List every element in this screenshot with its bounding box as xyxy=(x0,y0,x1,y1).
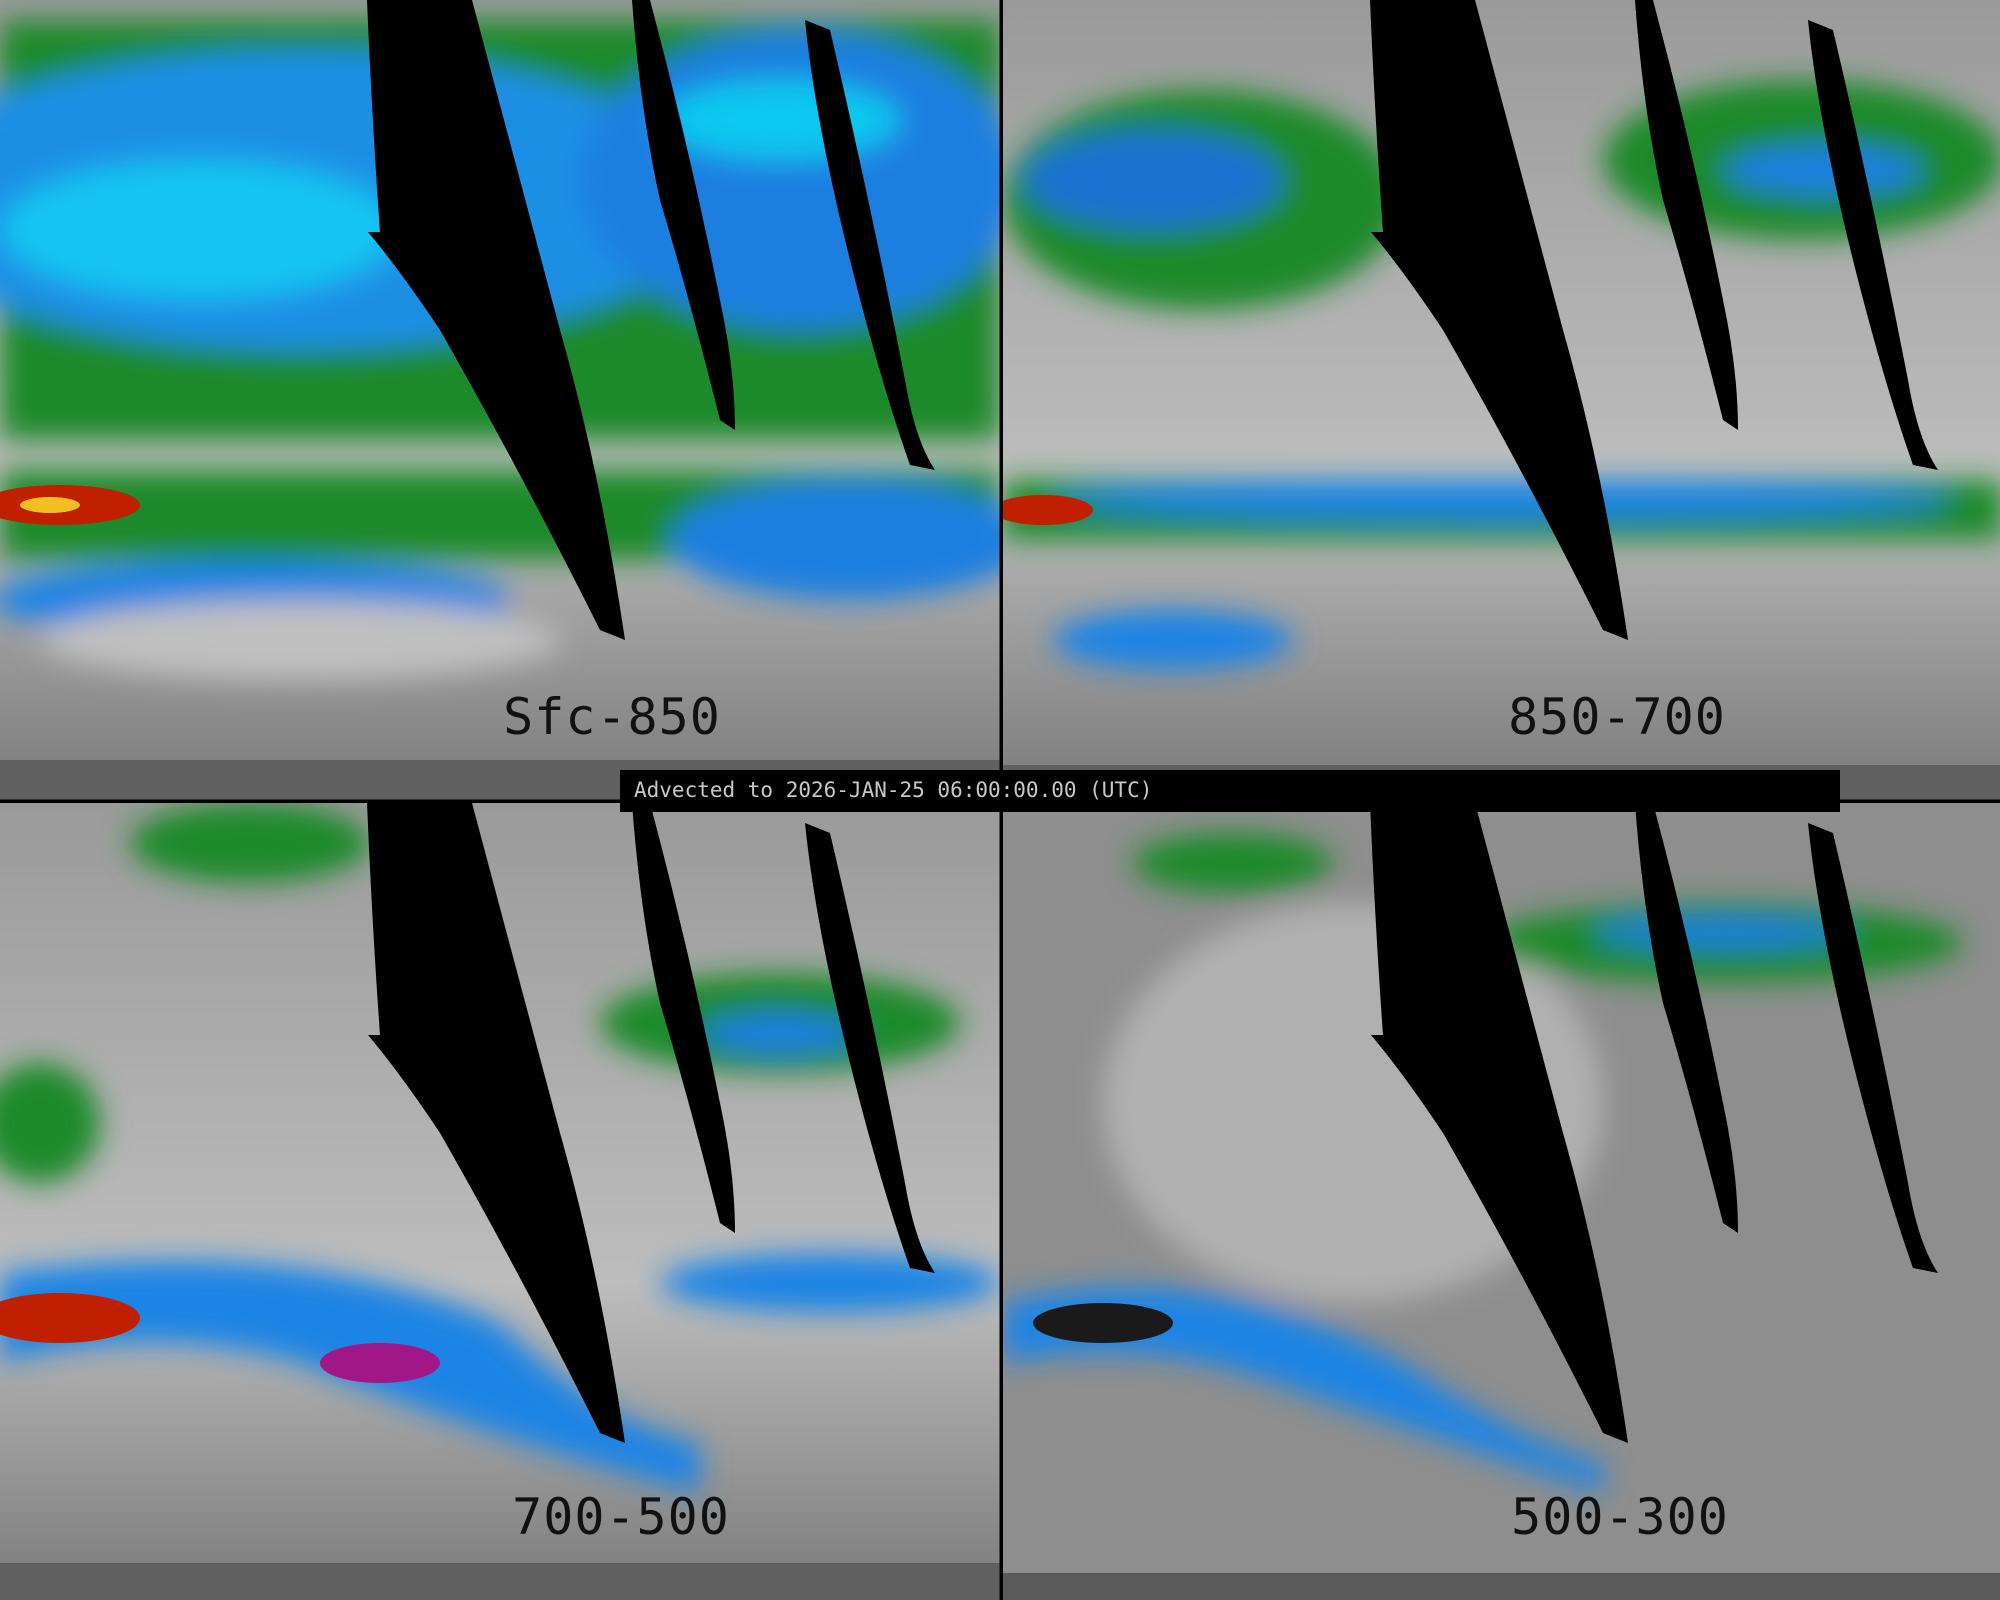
panel-label-850-700: 850-700 xyxy=(1508,688,1726,746)
panel-700-500 xyxy=(0,803,1000,1600)
panel-label-700-500: 700-500 xyxy=(512,1488,730,1546)
panel-label-sfc-850: Sfc-850 xyxy=(503,688,721,746)
timestamp-banner: Advected to 2026-JAN-25 06:00:00.00 (UTC… xyxy=(620,770,1840,812)
timestamp-text: Advected to 2026-JAN-25 06:00:00.00 (UTC… xyxy=(634,778,1153,802)
panel-sfc-850 xyxy=(0,0,1000,800)
panel-500-300 xyxy=(1003,803,2000,1600)
panel-label-500-300: 500-300 xyxy=(1511,1488,1729,1546)
panel-850-700 xyxy=(1003,0,2000,800)
